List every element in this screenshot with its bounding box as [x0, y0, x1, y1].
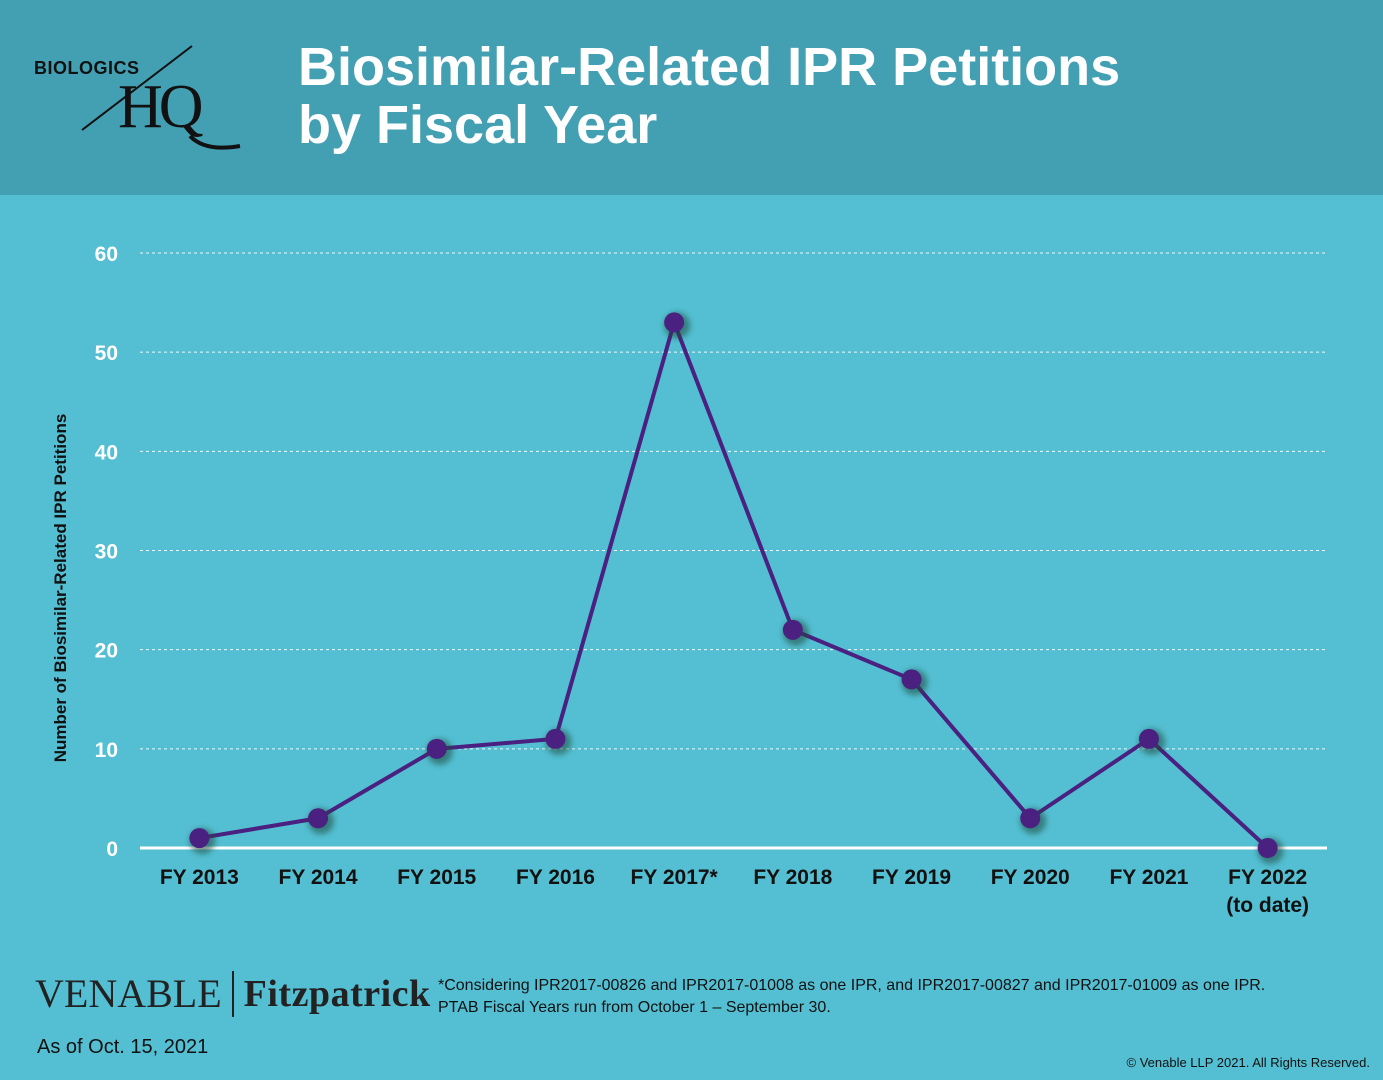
data-point: [1257, 838, 1278, 858]
as-of-date: As of Oct. 15, 2021: [37, 1036, 209, 1058]
y-tick-label: 0: [106, 838, 118, 861]
data-point: [782, 619, 803, 640]
x-tick-label: FY 2017*: [631, 866, 719, 889]
footnote-line-1: *Considering IPR2017-00826 and IPR2017-0…: [438, 977, 1266, 994]
data-point: [545, 728, 566, 749]
data-point: [1020, 808, 1041, 829]
data-point: [1138, 728, 1159, 749]
x-tick-label: FY 2022: [1228, 866, 1307, 889]
x-tick-label: FY 2021: [1109, 866, 1188, 889]
footnote: *Considering IPR2017-00826 and IPR2017-0…: [438, 975, 1265, 1019]
y-tick-label: 30: [95, 541, 118, 564]
title-line-2: by Fiscal Year: [298, 95, 658, 155]
data-point: [664, 312, 685, 333]
y-tick-label: 10: [95, 739, 118, 762]
series-line: [199, 320, 1270, 850]
logo-biologics-text: BIOLOGICS: [34, 58, 140, 78]
brand-venable: VENABLE: [35, 971, 222, 1016]
page-title: Biosimilar-Related IPR Petitions by Fisc…: [298, 38, 1120, 154]
line-chart: 0 10 20 30 40 50 60 FY 2013 FY 2014 FY 2015 FY 201…: [95, 243, 1327, 917]
x-tick-label: FY 2019: [872, 866, 951, 889]
y-axis-label: Number of Biosimilar-Related IPR Petitio…: [51, 413, 70, 763]
x-tick-label: FY 2014: [279, 866, 358, 889]
data-point: [189, 828, 210, 849]
data-point: [901, 669, 922, 690]
footnote-line-2: PTAB Fiscal Years run from October 1 – S…: [438, 999, 831, 1016]
x-tick-label: FY 2020: [991, 866, 1070, 889]
title-line-1: Biosimilar-Related IPR Petitions: [298, 37, 1121, 97]
header-banner: BIOLOGICS HQ Biosimilar-Related IPR Peti…: [0, 0, 1383, 195]
data-point: [426, 738, 447, 759]
logo-slash-icon: [81, 45, 241, 150]
logo-hq-text: HQ: [118, 73, 204, 141]
x-tick-label: FY 2013: [160, 866, 239, 889]
y-tick-label: 40: [95, 441, 118, 464]
venable-fitzpatrick-logo: VENABLE Fitzpatrick: [35, 970, 431, 1017]
x-tick-label: FY 2015: [397, 866, 476, 889]
y-tick-label: 20: [95, 640, 118, 663]
x-tick-label: FY 2018: [753, 866, 832, 889]
brand-divider: [231, 970, 234, 1017]
y-tick-label: 60: [95, 243, 118, 266]
biologics-hq-logo: BIOLOGICS HQ: [30, 40, 250, 160]
data-point: [308, 808, 329, 829]
copyright: © Venable LLP 2021. All Rights Reserved.: [1126, 1055, 1371, 1070]
brand-fitzpatrick: Fitzpatrick: [243, 972, 431, 1015]
x-tick-label: (to date): [1226, 894, 1309, 917]
x-tick-label: FY 2016: [516, 866, 595, 889]
y-tick-label: 50: [95, 342, 118, 365]
